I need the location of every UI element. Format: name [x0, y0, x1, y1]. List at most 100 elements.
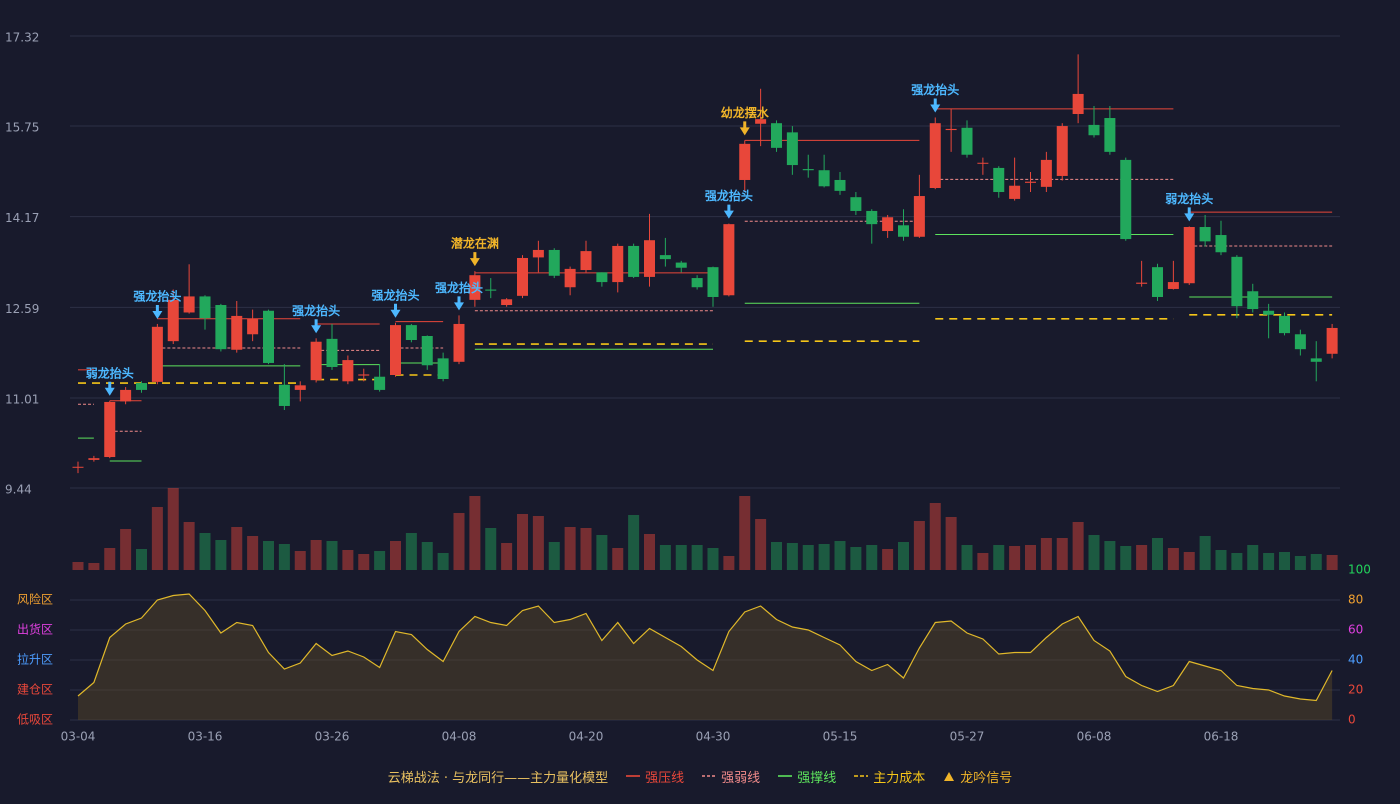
volume-bar — [1167, 548, 1179, 570]
volume-bar — [739, 496, 751, 570]
candle-body — [501, 299, 513, 306]
candle-body — [802, 169, 814, 171]
volume-bar — [374, 551, 386, 570]
volume-bar — [517, 514, 528, 570]
candle-body — [580, 251, 592, 271]
volume-bar — [802, 545, 814, 570]
volume-bar — [1040, 538, 1052, 570]
candle-body — [1199, 227, 1211, 242]
x-tick-label: 04-30 — [696, 730, 731, 744]
candle-body — [548, 249, 560, 276]
signal-label: 强龙抬头 — [435, 280, 483, 295]
signal-arrow — [930, 98, 941, 113]
candle-body — [723, 224, 735, 296]
signal-label: 强龙抬头 — [292, 303, 340, 318]
candle-body — [294, 385, 306, 390]
volume-bar — [898, 542, 909, 570]
legend-swatch — [626, 775, 641, 777]
volume-bar — [453, 513, 465, 570]
legend-label: 强撑线 — [797, 770, 837, 786]
candle-body — [199, 296, 211, 319]
volume-bar — [183, 522, 195, 570]
candle-body — [882, 217, 894, 232]
volume-bar — [564, 527, 576, 570]
volume-bar — [1310, 554, 1322, 570]
candle-body — [421, 335, 433, 366]
volume-bar — [1025, 545, 1036, 570]
candle-body — [1136, 282, 1148, 284]
y2-tick-label: 0 — [1348, 713, 1356, 727]
volume-bar — [691, 545, 703, 570]
volume-bar — [755, 519, 767, 570]
volume-bar — [263, 541, 274, 570]
candle-body — [564, 268, 576, 288]
candle-body — [1294, 334, 1306, 350]
volume-bar — [151, 507, 163, 570]
candle-body — [1009, 185, 1021, 199]
volume-bar — [612, 548, 624, 570]
volume-bar — [1326, 555, 1338, 570]
y-tick-label: 9.44 — [5, 483, 32, 497]
signal-label: 弱龙抬头 — [1165, 191, 1213, 206]
candle-body — [1231, 256, 1243, 307]
volume-bar — [1104, 541, 1116, 570]
candle-body — [231, 315, 243, 350]
legend-title: 云梯战法 · 与龙同行——主力量化模型 — [387, 770, 609, 786]
volume-bar — [1294, 556, 1306, 570]
candle-body — [405, 325, 417, 341]
signal-arrow — [723, 204, 734, 219]
x-tick-label: 04-08 — [442, 730, 477, 744]
volume-bar — [786, 543, 798, 570]
signal-label: 幼龙摆水 — [721, 105, 770, 120]
candle-body — [374, 376, 386, 390]
candle-body — [326, 338, 338, 367]
zone-label: 风险区 — [17, 592, 53, 607]
candle-body — [1279, 315, 1290, 334]
candle-body — [818, 170, 830, 187]
volume-bar — [1247, 545, 1259, 570]
candle-body — [644, 240, 655, 277]
volume-bar — [294, 551, 306, 570]
y-tick-label: 15.75 — [5, 121, 39, 135]
volume-bar — [628, 515, 640, 570]
volume-bar — [1088, 535, 1100, 570]
legend-label: 主力成本 — [873, 770, 926, 786]
volume-bar — [945, 517, 957, 570]
volume-bar — [231, 527, 243, 570]
y-tick-label: 14.17 — [5, 211, 39, 225]
candle-body — [342, 360, 354, 382]
candle-body — [659, 255, 671, 260]
candle-body — [755, 119, 767, 124]
signal-label: 潜龙在渊 — [451, 236, 499, 251]
candle-body — [707, 267, 719, 297]
candle-body — [786, 132, 798, 166]
zone-label: 低吸区 — [17, 713, 53, 727]
candle-body — [485, 289, 497, 291]
legend-swatch — [944, 771, 955, 781]
candle-body — [850, 197, 862, 211]
signal-arrow — [469, 252, 480, 267]
candle-body — [1247, 291, 1259, 310]
volume-bar — [278, 544, 290, 570]
volume-bar — [707, 548, 719, 570]
candle-body — [453, 323, 465, 362]
volume-bar — [1199, 536, 1211, 570]
volume-bar — [247, 536, 259, 570]
signal-arrow — [311, 319, 322, 334]
candle-body — [278, 384, 290, 406]
volume-bar — [310, 540, 322, 570]
volume-bar — [548, 542, 560, 570]
volume-bar — [993, 545, 1005, 570]
legend-item: 强撑线 — [778, 767, 836, 786]
volume-bar — [421, 542, 433, 570]
volume-bar — [1231, 553, 1243, 570]
volume-bar — [390, 541, 401, 570]
candle-body — [72, 466, 84, 468]
candle-body — [834, 179, 846, 191]
x-tick-label: 06-08 — [1077, 730, 1112, 744]
volume-bar — [580, 528, 592, 570]
volume-bar — [104, 548, 116, 570]
candle-body — [136, 383, 147, 390]
candle-body — [167, 299, 179, 342]
x-tick-label: 03-16 — [188, 730, 223, 744]
